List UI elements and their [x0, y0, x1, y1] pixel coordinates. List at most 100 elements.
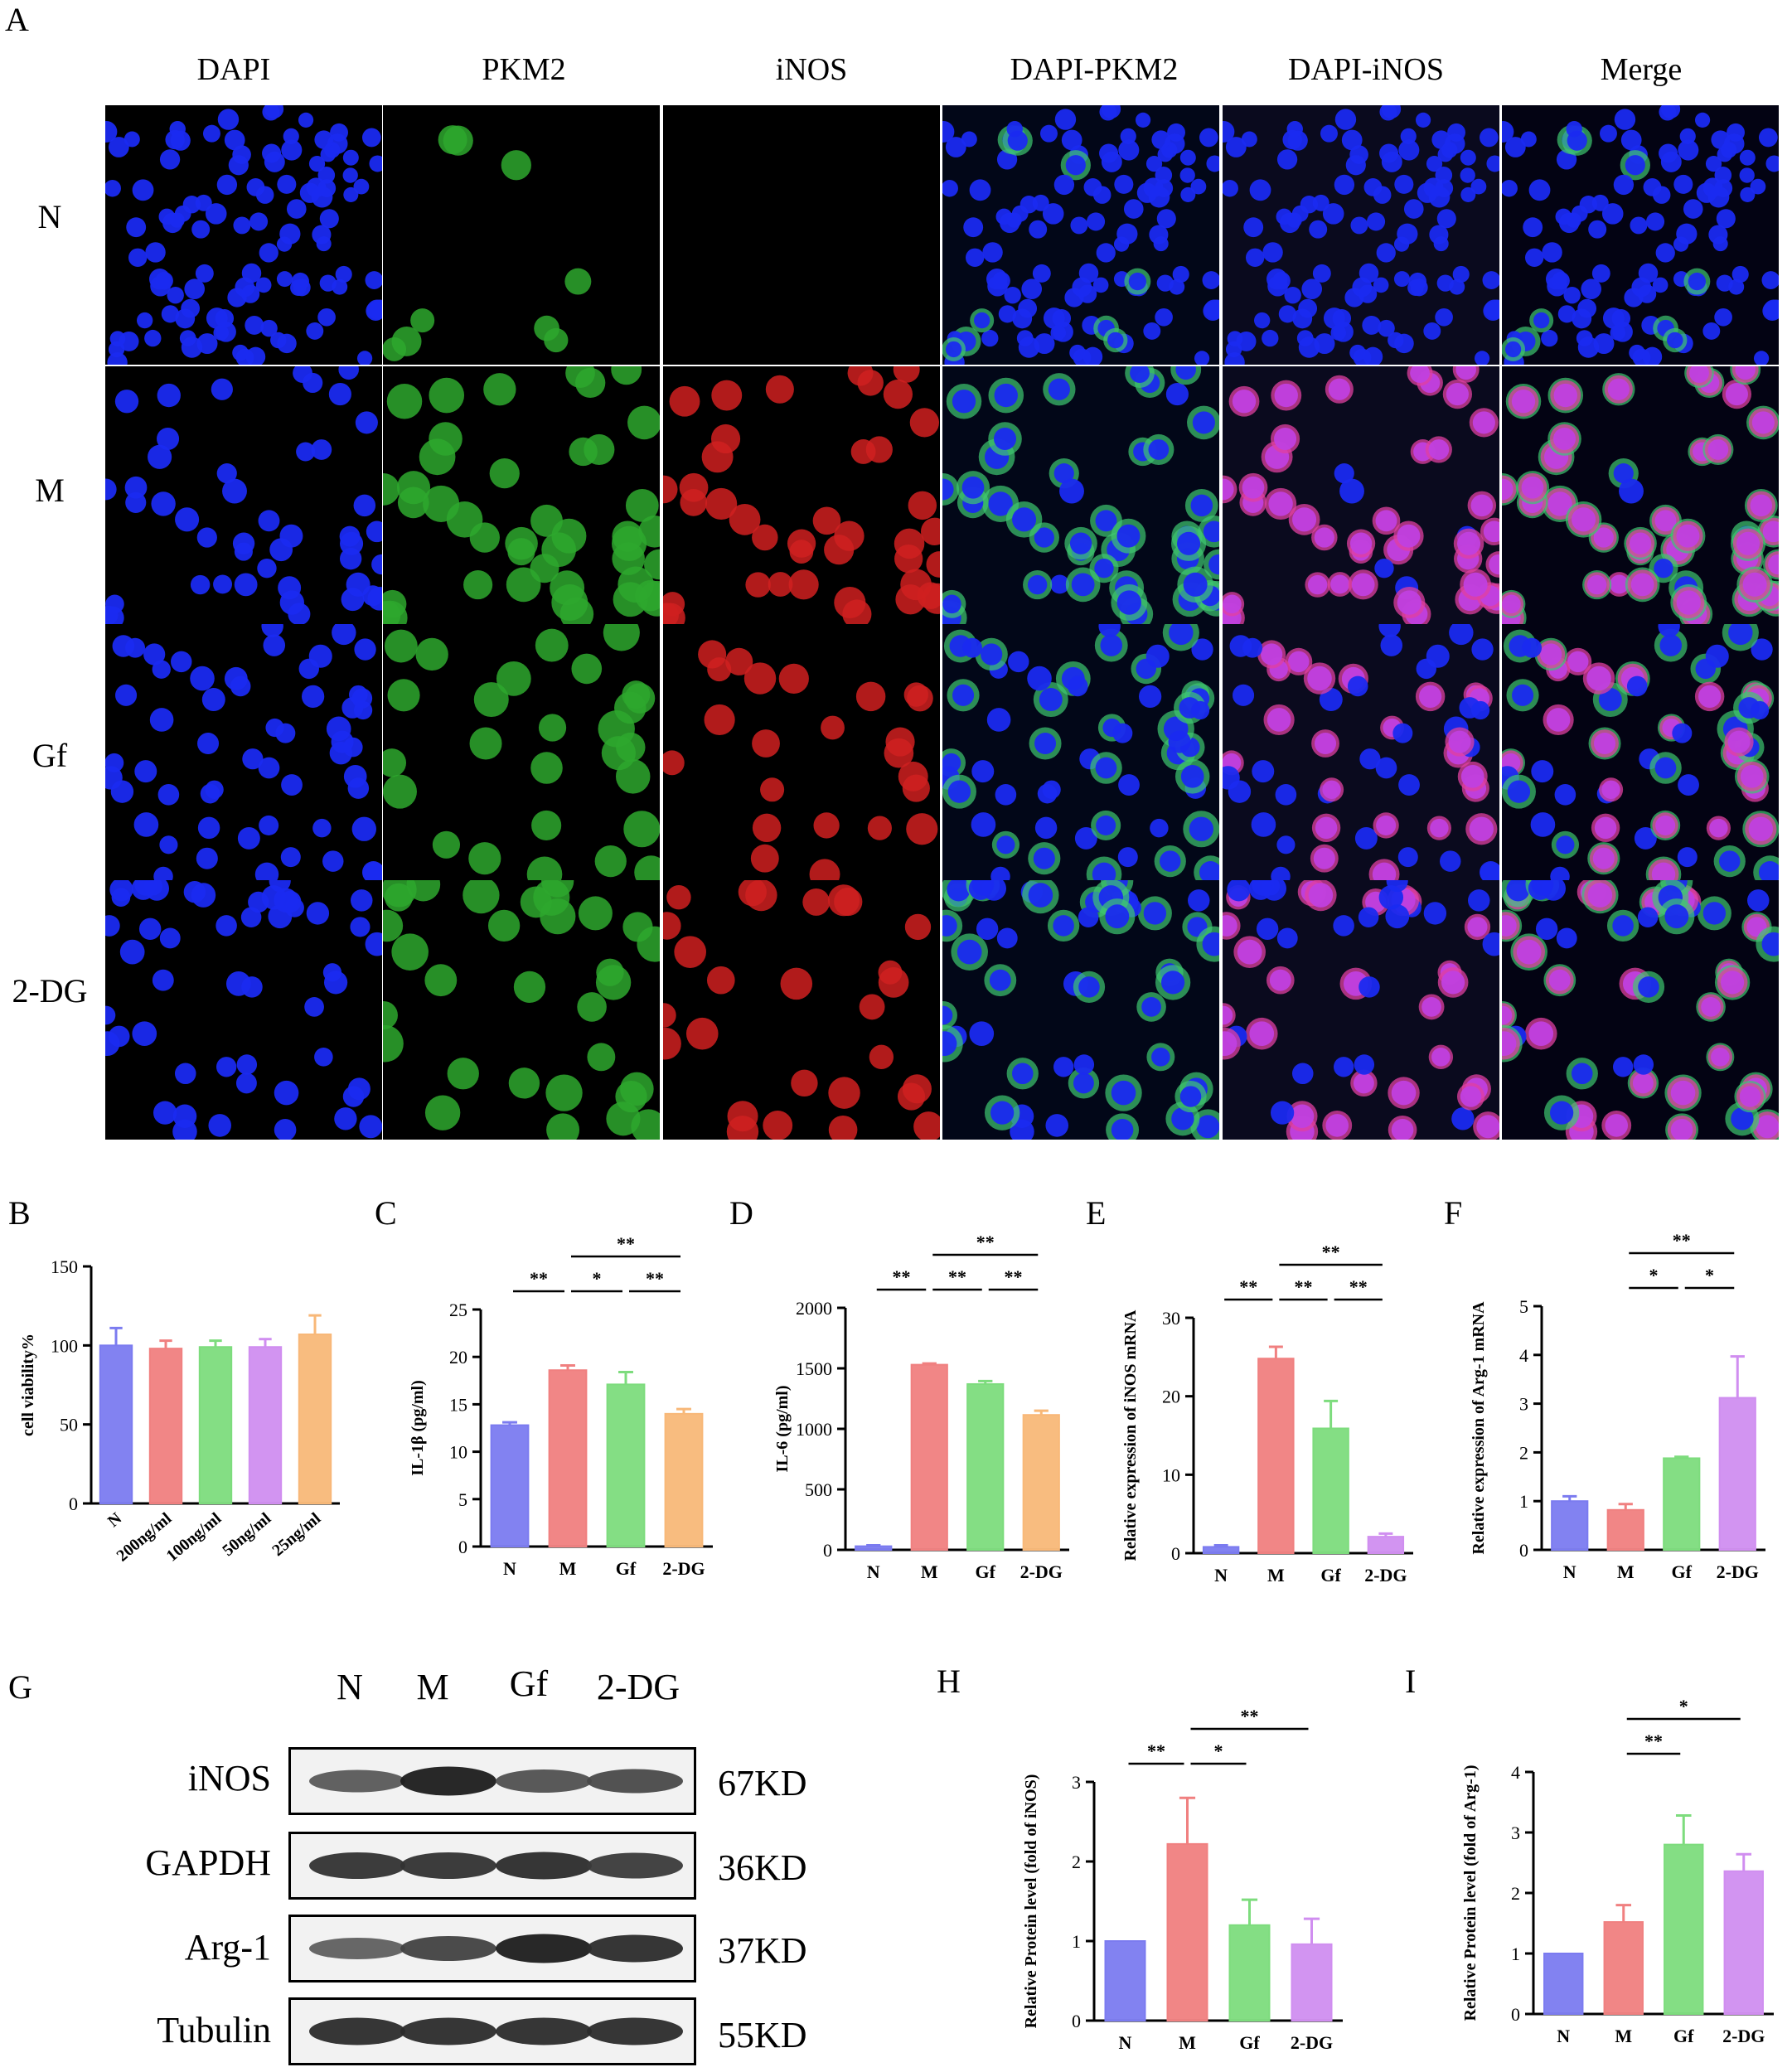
micrograph-m-dapi	[105, 366, 382, 626]
blot-band	[587, 1852, 683, 1879]
bar-2-dg	[1367, 1536, 1405, 1554]
x-tick-label: 2-DG	[1291, 2032, 1333, 2053]
micrograph-m-dapi-inos	[1223, 366, 1499, 626]
bar-m	[1257, 1358, 1295, 1554]
bar-gf	[1663, 1457, 1701, 1551]
blot-band	[587, 1934, 683, 1963]
panel-letter-h: H	[937, 1663, 961, 1700]
micrograph-n-dapi	[105, 105, 382, 365]
panel-letter-g: G	[8, 1668, 32, 1706]
blot-strip-tubulin	[288, 1997, 696, 2065]
x-tick-label: M	[1617, 1561, 1635, 1582]
micrograph-gf-dapi-inos	[1223, 624, 1499, 884]
bar-n	[99, 1344, 133, 1505]
micrograph-2dg-dapi	[105, 880, 382, 1140]
y-tick-label: 0	[458, 1537, 467, 1557]
x-tick-label: 200ng/ml	[114, 1509, 176, 1566]
micrograph-n-dapi-inos	[1223, 105, 1499, 365]
panel-letter-a: A	[5, 1, 29, 38]
bar-gf	[606, 1383, 646, 1547]
x-tick-label: N	[1214, 1565, 1228, 1585]
significance-label: **	[617, 1233, 635, 1254]
micrograph-n-dapi-pkm2	[942, 105, 1219, 365]
blot-band	[309, 2017, 405, 2045]
micrograph-gf-pkm2	[383, 624, 660, 884]
y-axis-label: cell viability%	[19, 1334, 37, 1436]
bar-100ng-ml	[198, 1346, 233, 1504]
significance-label: **	[1239, 1276, 1257, 1297]
blot-label-arg1: Arg-1	[184, 1927, 271, 1968]
y-tick-label: 2	[1519, 1442, 1528, 1463]
significance-label: **	[1673, 1230, 1691, 1251]
blot-band	[309, 1769, 405, 1793]
bar-2-dg	[1718, 1397, 1756, 1551]
blot-size-arg1: 37KD	[718, 1930, 807, 1971]
panel-letter-e: E	[1086, 1194, 1107, 1232]
bar-gf	[966, 1382, 1005, 1551]
x-tick-label: M	[1615, 2026, 1632, 2046]
chart-h-inos-protein: 0 1 2 3 Relative Protein level (fold of iNOS…	[1022, 1706, 1343, 2053]
bar-n	[490, 1424, 530, 1547]
chart-f-arg1-mrna: 0 1 2 3 4 5 Relative expression of Arg-1 mRNA N…	[1470, 1230, 1765, 1582]
chart-i-arg1-protein: 0 1 2 3 4 Relative Protein level (fold of Arg…	[1461, 1696, 1774, 2046]
micrograph-2dg-pkm2	[383, 880, 660, 1140]
lane-label-2dg: 2-DG	[596, 1667, 680, 1707]
y-tick-label: 0	[1171, 1543, 1180, 1564]
micrograph-m-pkm2	[383, 366, 660, 626]
y-tick-label: 5	[1519, 1296, 1528, 1317]
x-tick-label: 2-DG	[1722, 2026, 1765, 2046]
significance-label: **	[1349, 1276, 1368, 1297]
column-label-inos: iNOS	[775, 52, 848, 87]
y-tick-label: 5	[458, 1489, 467, 1510]
blot-band	[496, 1934, 592, 1963]
micrograph-2dg-dapi-pkm2	[942, 880, 1219, 1140]
y-tick-label: 1500	[796, 1358, 832, 1379]
blot-strip-gapdh	[288, 1832, 696, 1900]
bar-2-dg	[1022, 1414, 1060, 1551]
y-tick-label: 1	[1511, 1944, 1520, 1964]
lane-label-gf: Gf	[509, 1663, 549, 1704]
y-tick-label: 4	[1519, 1345, 1528, 1366]
y-axis-label: Relative Protein level (fold of Arg-1)	[1461, 1765, 1480, 2021]
x-tick-label: N	[104, 1509, 126, 1531]
y-tick-label: 3	[1519, 1394, 1528, 1415]
x-tick-label: 100ng/ml	[163, 1509, 225, 1566]
x-tick-label: 2-DG	[662, 1558, 705, 1579]
micrograph-m-merge	[1502, 366, 1779, 626]
y-tick-label: 2	[1511, 1883, 1520, 1904]
y-tick-label: 0	[69, 1493, 78, 1514]
panel-letter-f: F	[1444, 1194, 1463, 1232]
bar-50ng-ml	[248, 1346, 283, 1504]
y-tick-label: 500	[805, 1479, 832, 1500]
blot-band	[400, 1766, 496, 1796]
y-tick-label: 2000	[796, 1298, 832, 1319]
x-tick-label: Gf	[616, 1558, 637, 1579]
y-tick-label: 0	[1072, 2011, 1081, 2031]
row-label-gf: Gf	[31, 737, 68, 774]
y-tick-label: 25	[449, 1300, 467, 1320]
x-tick-label: 2-DG	[1020, 1561, 1063, 1582]
y-tick-label: 0	[1519, 1540, 1528, 1561]
panel-letter-i: I	[1405, 1663, 1417, 1700]
bar-2-dg	[1723, 1870, 1764, 2015]
y-tick-label: 20	[449, 1347, 467, 1368]
x-tick-label: M	[1267, 1565, 1285, 1585]
significance-label: *	[1214, 1740, 1223, 1761]
blot-band	[496, 2017, 592, 2045]
y-axis-label: IL-6 (pg/ml)	[773, 1386, 792, 1473]
blot-size-inos: 67KD	[718, 1763, 807, 1803]
column-label-dapi-pkm2: DAPI-PKM2	[1010, 52, 1179, 87]
bar-m	[1603, 1921, 1644, 2016]
micrograph-n-inos	[663, 105, 940, 365]
bar-25ng-ml	[298, 1333, 332, 1504]
y-tick-label: 3	[1511, 1823, 1520, 1843]
chart-b-cell-viability: 0 50 100 150 cell viability% N200ng/ml100ng/m…	[19, 1256, 340, 1566]
blot-label-tubulin: Tubulin	[157, 2010, 271, 2050]
x-tick-label: M	[921, 1561, 938, 1582]
column-label-merge: Merge	[1600, 52, 1683, 87]
micrograph-2dg-merge	[1502, 880, 1779, 1140]
bar-gf	[1312, 1427, 1349, 1554]
significance-label: *	[1649, 1265, 1659, 1285]
bar-2-dg	[1291, 1943, 1333, 2021]
